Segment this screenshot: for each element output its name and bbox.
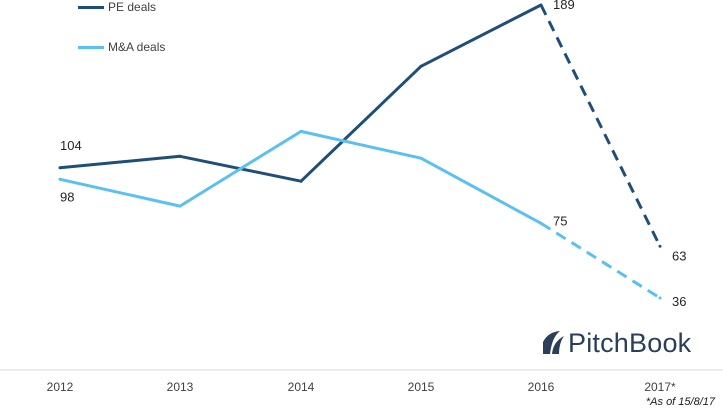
data-label-pe-deals-2016: 189	[553, 0, 575, 12]
data-point-pe-deals-2012	[58, 166, 62, 170]
legend-label-pe-deals: PE deals	[108, 0, 157, 14]
x-tick-label-2014: 2014	[288, 380, 315, 394]
data-point-m-a-deals-2012	[58, 177, 62, 181]
series-line-projected-m-a-deals	[540, 222, 661, 300]
data-label-m-a-deals-2012: 98	[60, 189, 74, 204]
data-label-pe-deals-2012: 104	[60, 138, 82, 153]
data-point-m-a-deals-2013	[178, 204, 182, 208]
series-line-m-a-deals	[59, 129, 542, 225]
legend-item-pe-deals: PE deals	[78, 0, 278, 14]
data-point-pe-deals-2014	[299, 179, 303, 183]
series-lines	[58, 3, 662, 300]
x-axis-tick-labels: 2012 2013 2014 2015 2016 2017*	[47, 380, 676, 394]
x-tick-label-2013: 2013	[167, 380, 194, 394]
x-tick-label-2016: 2016	[528, 380, 555, 394]
data-point-pe-deals-2013	[178, 154, 182, 158]
data-point-pe-deals-2016	[539, 3, 543, 7]
legend-label-ma-deals: M&A deals	[108, 40, 166, 54]
legend-swatch-ma-deals	[78, 46, 104, 49]
footnote: *As of 15/8/17	[645, 396, 715, 408]
data-point-m-a-deals-2017	[658, 296, 662, 300]
x-tick-label-2017: 2017*	[644, 380, 676, 394]
data-point-m-a-deals-2014	[299, 129, 303, 133]
x-tick-label-2012: 2012	[47, 380, 74, 394]
data-label-m-a-deals-2017: 36	[672, 294, 686, 309]
data-label-pe-deals-2017: 63	[672, 248, 686, 263]
legend-swatch-pe-deals	[78, 6, 104, 9]
pitchbook-logo-text: PitchBook	[568, 328, 692, 358]
legend-item-ma-deals: M&A deals	[78, 40, 278, 54]
data-point-m-a-deals-2015	[419, 156, 423, 160]
data-point-pe-deals-2017	[658, 244, 662, 248]
pitchbook-logo: PitchBook	[540, 326, 722, 360]
data-point-pe-deals-2015	[419, 64, 423, 68]
pitchbook-logo-icon	[543, 331, 564, 354]
series-line-projected-pe-deals	[539, 4, 662, 247]
series-line-pe-deals	[59, 3, 542, 183]
data-label-m-a-deals-2016: 75	[553, 213, 567, 228]
data-labels: 104 98 189 75 63 36	[60, 0, 686, 309]
data-point-m-a-deals-2016	[539, 221, 543, 225]
x-tick-label-2015: 2015	[408, 380, 435, 394]
